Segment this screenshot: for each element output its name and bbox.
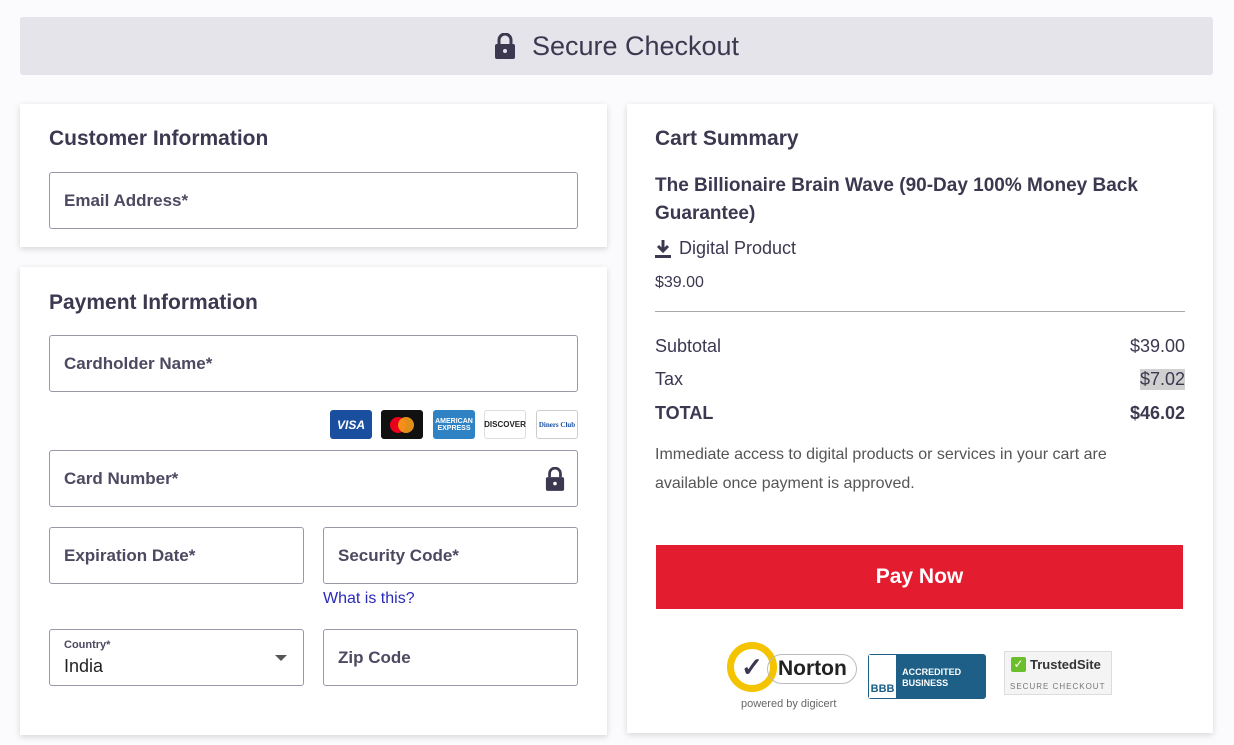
country-label: Country*: [64, 639, 111, 651]
amex-icon: AMERICAN EXPRESS: [433, 410, 475, 439]
total-row: TOTAL $46.02: [655, 403, 1185, 424]
product-name: The Billionaire Brain Wave (90-Day 100% …: [655, 175, 1138, 224]
product-type: Digital Product: [655, 238, 796, 259]
discover-icon: DISCOVER: [484, 410, 526, 439]
diners-club-icon: Diners Club: [536, 410, 578, 439]
lock-icon: [545, 466, 565, 491]
zip-label: Zip Code: [338, 647, 411, 667]
cart-summary-title: Cart Summary: [655, 127, 799, 150]
norton-sub: powered by digicert: [741, 698, 837, 710]
visa-icon: VISA: [330, 410, 372, 439]
header-bar: Secure Checkout: [20, 17, 1213, 75]
norton-badge: ✓ Norton powered by digicert: [727, 642, 859, 712]
card-number-input[interactable]: Card Number*: [49, 450, 578, 507]
tax-row: Tax $7.02: [655, 369, 1185, 390]
check-icon: ✓: [1011, 657, 1026, 672]
subtotal-row: Subtotal $39.00: [655, 336, 1185, 357]
country-value: India: [64, 656, 104, 676]
page-title: Secure Checkout: [531, 30, 740, 61]
what-is-this-link[interactable]: What is this?: [323, 590, 415, 607]
customer-info-title: Customer Information: [49, 127, 269, 150]
bbb-badge: BBB ACCREDITED BUSINESS: [868, 654, 986, 699]
zip-code-input[interactable]: Zip Code: [323, 629, 578, 686]
subtotal-value: $39.00: [1129, 336, 1185, 356]
trustedsite-badge: ✓ TrustedSite SECURE CHECKOUT: [1004, 651, 1112, 695]
product-price: $39.00: [655, 274, 704, 291]
total-value: $46.02: [1129, 403, 1185, 423]
cart-summary-card: Cart Summary The Billionaire Brain Wave …: [627, 104, 1213, 733]
tax-label: Tax: [655, 369, 684, 389]
email-label: Email Address*: [64, 190, 189, 210]
trustedsite-label: TrustedSite: [1030, 657, 1101, 672]
security-code-input[interactable]: Security Code*: [323, 527, 578, 584]
bbb-text: ACCREDITED BUSINESS: [902, 667, 962, 688]
download-icon: [655, 239, 671, 258]
norton-label: Norton: [767, 654, 857, 684]
expiration-label: Expiration Date*: [64, 545, 196, 565]
product-type-label: Digital Product: [679, 238, 797, 258]
total-label: TOTAL: [655, 403, 714, 423]
card-number-label: Card Number*: [64, 468, 179, 488]
payment-info-title: Payment Information: [49, 291, 258, 314]
email-input[interactable]: Email Address*: [49, 172, 578, 229]
divider: [655, 311, 1185, 312]
country-select[interactable]: Country* India: [49, 629, 304, 686]
customer-info-card: Customer Information Email Address*: [20, 104, 607, 247]
cardholder-label: Cardholder Name*: [64, 353, 213, 373]
subtotal-label: Subtotal: [655, 336, 722, 356]
bbb-label: BBB: [869, 655, 897, 698]
chevron-down-icon: [275, 655, 287, 661]
lock-icon: [494, 33, 515, 59]
pay-now-button[interactable]: Pay Now: [656, 545, 1183, 609]
access-note: Immediate access to digital products or …: [655, 446, 1107, 492]
expiration-date-input[interactable]: Expiration Date*: [49, 527, 304, 584]
tax-value: $7.02: [1139, 369, 1185, 390]
trustedsite-sub: SECURE CHECKOUT: [1010, 682, 1106, 691]
payment-info-card: Payment Information Cardholder Name*: [20, 267, 607, 735]
security-label: Security Code*: [338, 545, 459, 565]
mastercard-icon: [381, 410, 423, 439]
cardholder-name-input[interactable]: Cardholder Name*: [49, 335, 578, 392]
